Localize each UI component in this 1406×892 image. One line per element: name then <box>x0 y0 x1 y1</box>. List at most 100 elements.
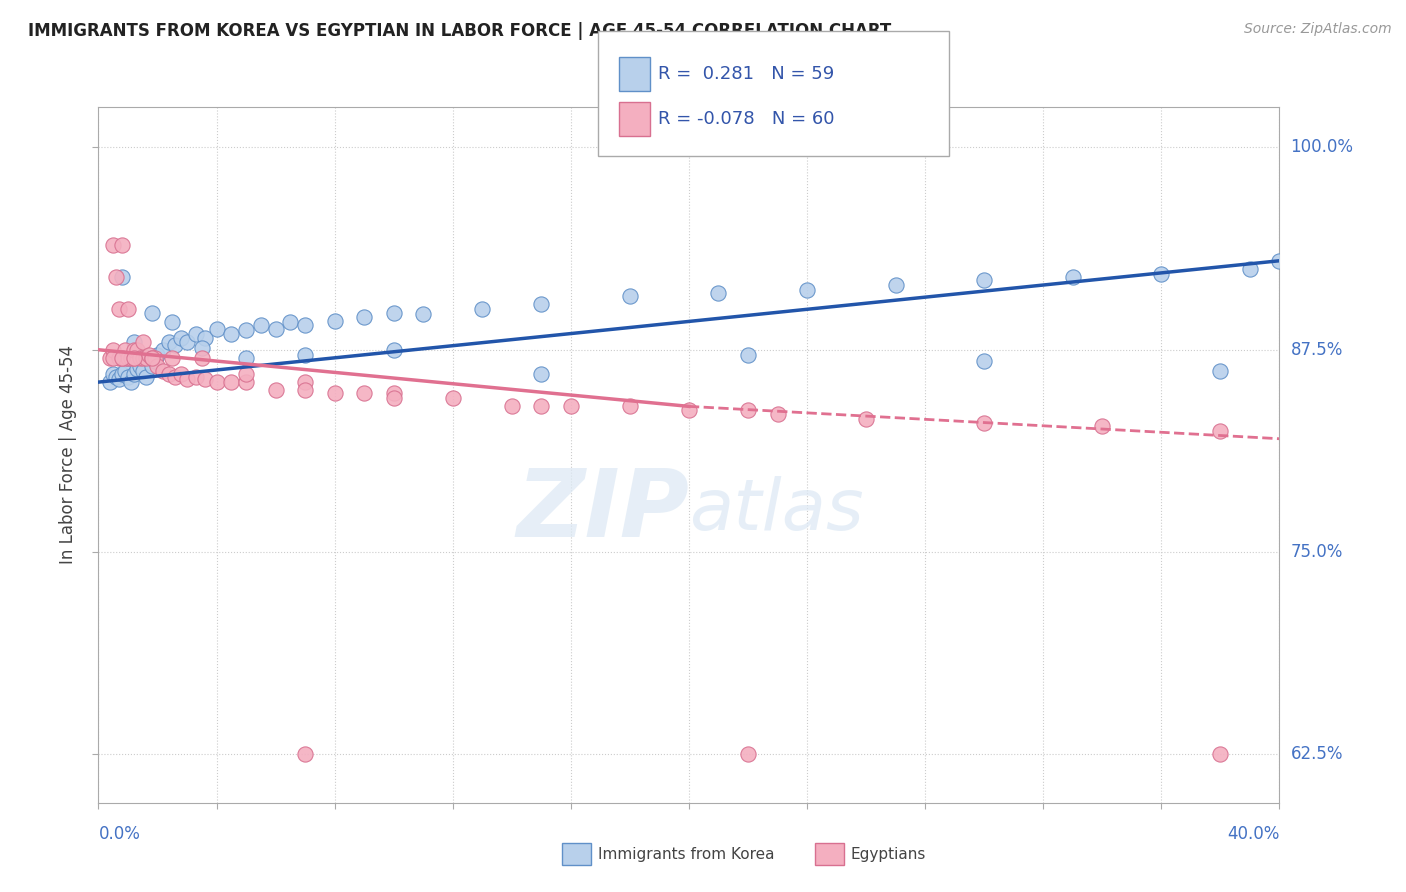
Point <box>250 318 273 333</box>
Point <box>737 402 759 417</box>
Point <box>382 392 405 406</box>
Point <box>111 351 134 365</box>
Text: 40.0%: 40.0% <box>1227 825 1279 843</box>
Point <box>105 269 128 284</box>
Point <box>132 364 155 378</box>
Point <box>122 343 145 357</box>
Point <box>128 351 150 365</box>
Point <box>105 370 128 384</box>
Point <box>323 313 346 327</box>
Point <box>184 370 207 384</box>
Point <box>117 370 139 384</box>
Point <box>530 400 553 414</box>
Point <box>973 354 995 368</box>
Point <box>382 343 405 357</box>
Point <box>143 351 166 365</box>
Point <box>152 343 174 357</box>
Point <box>141 359 163 373</box>
Point <box>162 315 183 329</box>
Point <box>138 351 160 365</box>
Point <box>884 278 907 293</box>
Point <box>1209 424 1232 438</box>
Point <box>560 400 582 414</box>
Text: 62.5%: 62.5% <box>1291 745 1343 764</box>
Point <box>707 286 730 301</box>
Point <box>294 318 316 333</box>
Point <box>114 351 136 365</box>
Text: R =  0.281   N = 59: R = 0.281 N = 59 <box>658 65 834 83</box>
Text: Egyptians: Egyptians <box>851 847 927 862</box>
Point <box>294 383 316 397</box>
Point <box>678 402 700 417</box>
Point <box>146 348 169 362</box>
Point <box>162 351 183 365</box>
Point <box>194 372 217 386</box>
Point <box>264 383 287 397</box>
Point <box>1209 747 1232 762</box>
Point <box>117 351 139 365</box>
Point <box>471 302 494 317</box>
Point <box>132 334 155 349</box>
Point <box>530 367 553 381</box>
Point <box>219 375 242 389</box>
Point <box>973 416 995 430</box>
Point <box>737 348 759 362</box>
Point <box>152 364 174 378</box>
Point <box>176 372 198 386</box>
Point <box>170 367 193 381</box>
Point <box>530 297 553 311</box>
Point <box>278 315 302 329</box>
Point <box>219 326 242 341</box>
Point <box>1150 267 1173 281</box>
Point <box>235 351 257 365</box>
Point <box>103 343 125 357</box>
Point <box>619 289 641 303</box>
Point <box>1209 364 1232 378</box>
Point <box>141 351 163 365</box>
Point <box>205 322 228 336</box>
Point <box>111 351 134 365</box>
Point <box>138 348 160 362</box>
Y-axis label: In Labor Force | Age 45-54: In Labor Force | Age 45-54 <box>59 345 77 565</box>
Text: 75.0%: 75.0% <box>1291 543 1343 561</box>
Point <box>103 367 125 381</box>
Point <box>323 386 346 401</box>
Point <box>122 367 145 381</box>
Point <box>235 375 257 389</box>
Point <box>135 370 157 384</box>
Text: Immigrants from Korea: Immigrants from Korea <box>598 847 775 862</box>
Point <box>98 375 121 389</box>
Point <box>382 305 405 319</box>
Point <box>117 302 139 317</box>
Point <box>264 322 287 336</box>
Point <box>120 351 142 365</box>
Point <box>184 326 207 341</box>
Point <box>114 364 136 378</box>
Text: 100.0%: 100.0% <box>1291 138 1354 156</box>
Point <box>1239 261 1261 276</box>
Point <box>973 273 995 287</box>
Point <box>120 375 142 389</box>
Point <box>103 237 125 252</box>
Point <box>1091 418 1114 433</box>
Point <box>111 237 134 252</box>
Point <box>176 334 198 349</box>
Point <box>165 370 187 384</box>
Text: atlas: atlas <box>689 476 863 545</box>
Point <box>170 331 193 345</box>
Point <box>114 343 136 357</box>
Point <box>235 323 257 337</box>
Point <box>855 412 877 426</box>
Point <box>165 338 187 352</box>
Text: 0.0%: 0.0% <box>98 825 141 843</box>
Point <box>796 283 818 297</box>
Point <box>737 747 759 762</box>
Point <box>353 386 375 401</box>
Point <box>294 375 316 389</box>
Point <box>766 408 789 422</box>
Point <box>191 341 214 355</box>
Text: Source: ZipAtlas.com: Source: ZipAtlas.com <box>1244 22 1392 37</box>
Point <box>108 351 131 365</box>
Point <box>135 351 157 365</box>
Point <box>194 331 217 345</box>
